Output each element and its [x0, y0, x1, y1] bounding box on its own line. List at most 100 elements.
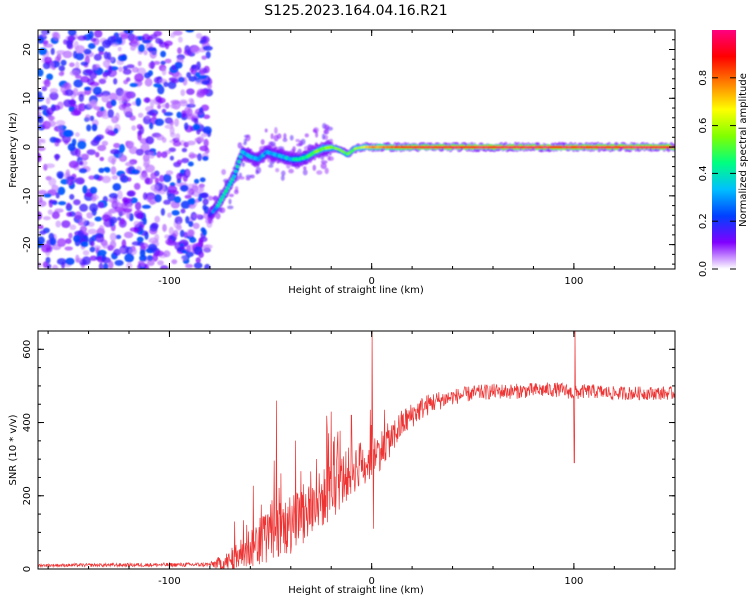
- spectrogram-noise-blob: [113, 78, 118, 85]
- snr-xlabel: Height of straight line (km): [288, 585, 424, 596]
- snr-ytick-label: 600: [22, 340, 33, 359]
- spectrogram-noise-blob: [55, 120, 66, 126]
- spectrogram-noise-blob: [163, 111, 174, 117]
- spectrogram-noise-blob: [73, 87, 79, 97]
- spectrogram-noise-blob: [65, 238, 72, 245]
- spectrogram-noise-blob: [98, 262, 104, 269]
- spectrogram-noise-blob: [282, 138, 288, 142]
- spectrogram-noise-blob: [122, 197, 128, 203]
- spectrogram-noise-blob: [89, 255, 98, 261]
- spectrogram-noise-blob: [200, 227, 206, 233]
- spectrogram-noise-blob: [107, 109, 114, 118]
- spectrogram-noise-blob: [161, 103, 170, 108]
- spectrogram-noise-blob: [79, 153, 90, 159]
- spectrogram-noise-blob: [134, 201, 142, 211]
- spectrogram-noise-blob: [83, 48, 92, 55]
- spectrogram-noise-blob: [168, 147, 176, 153]
- spectrogram-noise-blob: [142, 217, 147, 225]
- snr-xtick-label: -100: [158, 576, 181, 587]
- spectrogram-noise-blob: [51, 104, 61, 111]
- spectrogram-noise-blob: [296, 143, 303, 147]
- spectrogram-noise-blob: [143, 97, 151, 103]
- spectrogram-noise-blob: [64, 246, 73, 251]
- spectrogram-track-core: [222, 192, 227, 196]
- spectrogram-noise-blob: [98, 167, 105, 173]
- spectrogram-noise-blob: [163, 173, 172, 183]
- spectrogram-noise-blob: [101, 257, 111, 264]
- spectrogram-noise-blob: [233, 189, 239, 195]
- spectrogram-noise-blob: [89, 71, 97, 80]
- colorbar-tick-label: 0.4: [698, 165, 709, 181]
- spectrogram-noise-blob: [324, 167, 329, 174]
- spectrogram-noise-blob: [91, 196, 97, 202]
- spectrogram-noise-blob: [130, 45, 136, 51]
- spectrogram-track-core: [229, 180, 233, 184]
- spectrogram-noise-blob: [98, 225, 105, 234]
- spectrogram-noise-blob: [109, 232, 117, 242]
- spectrogram-noise-blob: [49, 91, 59, 101]
- spectrogram-noise-blob: [302, 169, 308, 176]
- spectrogram-noise-blob: [89, 186, 98, 195]
- spectrogram-noise-blob: [324, 124, 330, 130]
- spectrogram-noise-blob: [56, 258, 67, 265]
- spectrogram-noise-blob: [168, 226, 174, 236]
- spectrogram-noise-blob: [38, 111, 42, 117]
- spectrogram-noise-blob: [164, 234, 170, 239]
- spectrogram-noise-blob: [163, 81, 169, 87]
- spectrogram-noise-blob: [95, 151, 100, 158]
- spectrogram-noise-blob: [63, 82, 70, 90]
- spectrogram-noise-blob: [110, 148, 120, 155]
- spectrogram-noise-blob: [186, 244, 191, 253]
- spectrogram-noise-blob: [109, 240, 117, 249]
- spectrogram-noise-blob: [119, 217, 125, 225]
- spectrogram-noise-blob: [38, 146, 46, 151]
- spectrogram-noise-blob: [202, 198, 209, 206]
- spectrogram-noise-blob: [133, 182, 141, 190]
- spectrogram-noise-blob: [188, 97, 194, 104]
- spectrogram-noise-blob: [208, 195, 213, 201]
- spectrogram-track-core: [217, 200, 222, 205]
- spectrogram-noise-blob: [136, 67, 146, 76]
- spectrogram-noise-blob: [38, 47, 48, 56]
- spectrogram-noise-blob: [115, 36, 123, 43]
- spectrogram-noise-blob: [58, 201, 67, 206]
- spectrogram-noise-blob: [134, 73, 144, 82]
- spectrogram-noise-blob: [192, 213, 201, 219]
- spectrogram-noise-blob: [192, 222, 200, 230]
- spectrogram-noise-blob: [79, 217, 87, 226]
- spectrogram-noise-blob: [174, 216, 183, 225]
- spectrogram-noise-blob: [65, 169, 71, 177]
- spectrogram-noise-blob: [174, 61, 183, 69]
- spectrogram-noise-blob: [68, 232, 73, 239]
- spectrogram-noise-blob: [123, 231, 134, 239]
- spectrogram-noise-blob: [170, 103, 177, 109]
- spectrogram-noise-blob: [94, 30, 103, 38]
- spectrogram-noise-blob: [67, 143, 76, 152]
- spectrogram-noise-blob: [207, 84, 212, 89]
- spectrogram-noise-blob: [189, 237, 197, 244]
- spectrogram-noise-blob: [111, 42, 119, 47]
- spectrogram-noise-blob: [191, 46, 201, 54]
- spectrogram-noise-blob: [38, 142, 42, 147]
- spectrogram-noise-blob: [38, 196, 43, 203]
- spectrogram-noise-blob: [49, 237, 57, 246]
- spectrogram-noise-blob: [205, 51, 211, 59]
- spectrogram-noise-blob: [77, 140, 87, 150]
- spectrogram-noise-blob: [75, 52, 85, 61]
- spectrogram-noise-blob: [52, 31, 61, 41]
- spectrogram-noise-blob: [165, 43, 170, 50]
- spectrogram-noise-blob: [118, 152, 125, 161]
- spectrogram-track-core: [225, 186, 230, 190]
- spectrogram-noise-blob: [42, 216, 51, 221]
- spectrogram-noise-blob: [46, 73, 54, 81]
- spectrogram-noise-blob: [295, 138, 300, 143]
- spectrogram-noise-blob: [75, 132, 80, 138]
- colorbar-label: Normalized spectral amplitude: [738, 73, 749, 227]
- spectrogram-noise-blob: [102, 59, 111, 68]
- spectrogram-xlabel: Height of straight line (km): [288, 285, 424, 296]
- spectrogram-noise-blob: [183, 231, 188, 239]
- colorbar-tick-label: 0.6: [698, 118, 709, 134]
- spectrogram-noise-blob: [316, 170, 323, 175]
- spectrogram-noise-blob: [66, 211, 73, 217]
